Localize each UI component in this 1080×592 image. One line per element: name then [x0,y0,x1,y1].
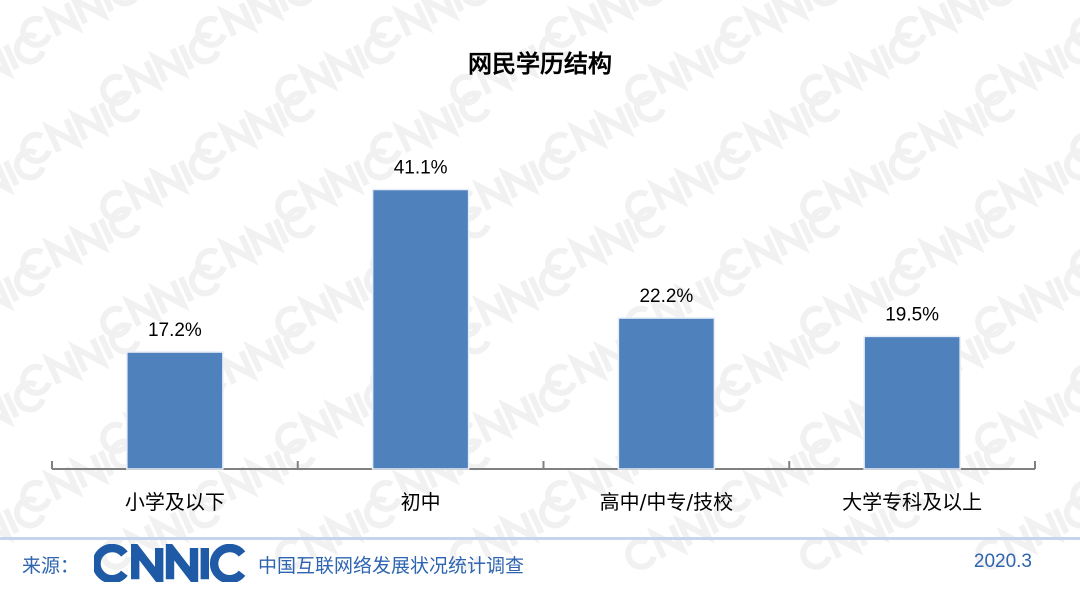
source-label: 来源： [22,555,80,577]
bar [371,188,470,470]
chart-title: 网民学历结构 [468,50,612,78]
data-label: 22.2% [639,286,693,307]
bar-chart: 17.2% 小学及以下 41.1% 初中 22.2% 高中/中专/技校 19.5% 大学专科及… [51,158,1036,514]
data-label: 41.1% [394,158,448,179]
category-label: 小学及以下 [125,490,225,514]
cnnic-logo [94,544,246,582]
logo-mark [94,544,246,582]
category-label: 大学专科及以上 [842,490,982,514]
bar [863,335,961,470]
organization-name: 中国互联网络发展状况统计调查 [258,555,525,577]
category-label: 高中/中专/技校 [600,490,733,514]
report-date: 2020.3 [973,551,1032,572]
data-label: 19.5% [885,304,939,325]
bar [617,317,716,470]
category-label: 初中 [401,490,441,514]
bar [126,351,224,470]
data-label: 17.2% [148,320,202,341]
footer-divider [0,537,1080,540]
